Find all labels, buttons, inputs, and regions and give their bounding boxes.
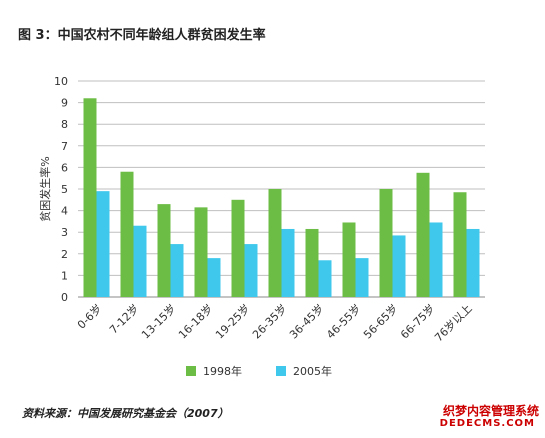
x-tick-label: 36-45岁: [286, 301, 326, 341]
bar-2005: [133, 225, 147, 297]
bar-1998: [157, 204, 171, 297]
bar-2005: [466, 228, 480, 297]
x-tick-label: 76岁以上: [431, 301, 474, 344]
bar-1998: [416, 172, 430, 297]
bar-2005: [355, 258, 369, 297]
legend-label: 1998年: [203, 364, 242, 378]
bar-2005: [429, 222, 443, 297]
x-tick-label: 19-25岁: [212, 301, 252, 341]
x-tick-label: 46-55岁: [323, 301, 363, 341]
y-tick-label: 9: [61, 97, 68, 110]
watermark-url: DEDECMS.COM: [439, 418, 535, 429]
bar-1998: [342, 222, 356, 297]
bar-2005: [281, 228, 295, 297]
y-tick-label: 6: [61, 161, 68, 174]
y-tick-label: 10: [54, 75, 68, 88]
source-note: 资料来源：中国发展研究基金会（2007）: [22, 407, 229, 420]
y-tick-label: 7: [61, 140, 68, 153]
y-tick-label: 3: [61, 226, 68, 239]
legend-swatch-1998: [186, 366, 196, 376]
legend-swatch-2005: [276, 366, 286, 376]
bar-1998: [83, 98, 97, 297]
bar-1998: [379, 189, 393, 297]
x-tick-label: 26-35岁: [249, 301, 289, 341]
chart-title: 图 3：中国农村不同年龄组人群贫困发生率: [18, 28, 266, 43]
y-tick-label: 4: [61, 205, 68, 218]
bar-2005: [96, 191, 110, 297]
y-tick-label: 1: [61, 269, 68, 282]
x-tick-label: 0-6岁: [74, 301, 104, 331]
y-tick-label: 2: [61, 248, 68, 261]
x-tick-label: 13-15岁: [138, 301, 178, 341]
y-tick-label: 0: [61, 291, 68, 304]
bar-1998: [231, 199, 245, 297]
bar-2005: [392, 235, 406, 297]
watermark-text: 织梦内容管理系统: [442, 404, 539, 418]
bar-2005: [170, 244, 184, 297]
y-tick-label: 8: [61, 118, 68, 131]
legend-label: 2005年: [293, 364, 332, 378]
bar-2005: [207, 258, 221, 297]
bar-1998: [453, 192, 467, 297]
bar-1998: [268, 189, 282, 297]
bar-1998: [305, 228, 319, 297]
bar-1998: [194, 207, 208, 297]
x-tick-label: 16-18岁: [175, 301, 215, 341]
bar-2005: [244, 244, 258, 297]
bar-1998: [120, 171, 134, 297]
bar-2005: [318, 260, 332, 297]
y-axis-label: 贫困发生率%: [38, 156, 52, 221]
x-tick-label: 7-12岁: [106, 301, 141, 336]
x-tick-label: 56-65岁: [360, 301, 400, 341]
y-tick-label: 5: [61, 183, 68, 196]
